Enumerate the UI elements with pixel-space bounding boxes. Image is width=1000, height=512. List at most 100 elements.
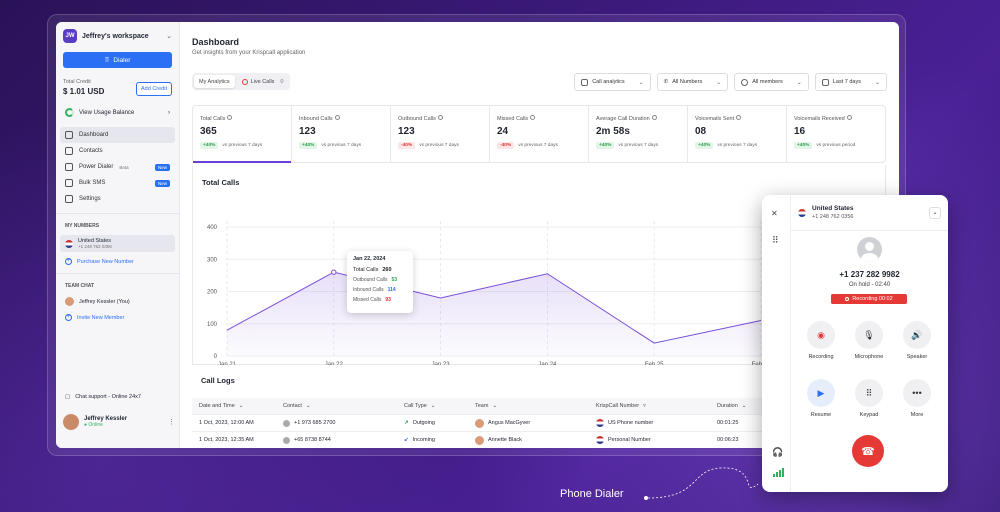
hang-up-button[interactable]: ☎ xyxy=(852,435,884,467)
sidebar-item-power-dialer[interactable]: Power Dialer Beta New xyxy=(60,159,175,175)
change-badge: -40% xyxy=(398,142,416,149)
header-label: KrispCall Number xyxy=(596,403,640,409)
control-label: More xyxy=(910,412,924,418)
keypad-control[interactable]: ⠿ Keypad xyxy=(848,379,890,418)
close-icon[interactable]: ✕ xyxy=(771,209,778,218)
stat-card[interactable]: Total Calls 365 +40% vs previous 7 days xyxy=(193,106,292,163)
filter-label: Last 7 days xyxy=(832,79,861,85)
date-range-select[interactable]: Last 7 days ⌄ xyxy=(814,73,887,91)
stat-value: 2m 58s xyxy=(596,126,630,137)
col-krispcall-number[interactable]: KrispCall Number ▿ xyxy=(589,403,710,409)
chat-support-link[interactable]: ▢ Chat support - Online 24x7 xyxy=(65,394,141,400)
info-icon xyxy=(227,115,233,120)
recording-control[interactable]: ◉ Recording xyxy=(800,321,842,360)
data-point xyxy=(331,269,337,275)
col-date[interactable]: Date and Time ⌄ xyxy=(192,403,276,409)
tooltip-total-label: Total Calls xyxy=(353,267,379,273)
comparison-note: vs previous 7 days xyxy=(618,143,659,148)
team-member-item[interactable]: Jeffrey Kessler (You) xyxy=(56,293,179,310)
stat-card[interactable]: Voicemails Sent 08 +40% vs previous 7 days xyxy=(688,106,787,162)
credit-value: $ 1.01 USD xyxy=(63,87,105,96)
add-credit-button[interactable]: Add Credit xyxy=(136,82,172,96)
chevron-down-icon: ⌄ xyxy=(305,403,311,409)
stat-comparison: +40% vs previous 7 days xyxy=(200,142,284,149)
app-window: JW Jeffrey's workspace ⌄ ⠿ Dialer Total … xyxy=(56,22,899,448)
chevron-down-icon: ⌄ xyxy=(492,403,498,409)
speaker-control[interactable]: 🔊 Speaker xyxy=(896,321,938,360)
number-item[interactable]: United States +1 248 762 0356 xyxy=(60,235,175,252)
sidebar-item-contacts[interactable]: Contacts xyxy=(60,143,175,159)
dialer-number-select[interactable]: United States +1 248 762 0356 ⌄ xyxy=(791,195,948,231)
stat-card[interactable]: Average Call Duration 2m 58s +40% vs previo… xyxy=(589,106,688,162)
members-select[interactable]: All members ⌄ xyxy=(734,73,809,91)
current-user[interactable]: Jeffrey Kessler ● Online ⋮ xyxy=(63,414,175,430)
comparison-note: vs previous 7 days xyxy=(518,143,558,148)
header-label: Contact xyxy=(283,403,302,409)
resume-control[interactable]: ▶ Resume xyxy=(800,379,842,418)
stat-label: Voicemails Sent xyxy=(695,115,779,122)
usage-balance-link[interactable]: View Usage Balance › xyxy=(56,100,179,125)
x-tick-label: Jan 24 xyxy=(538,362,557,365)
tab-my-analytics[interactable]: My Analytics xyxy=(194,75,235,88)
contact-number: +1 973 685 2700 xyxy=(294,420,336,426)
number-label: Personal Number xyxy=(608,437,651,443)
tooltip-missed-value: 93 xyxy=(385,297,391,303)
microphone-icon: 🎙 xyxy=(855,321,883,349)
stat-value: 123 xyxy=(299,126,316,137)
outgoing-call-icon: ↗ xyxy=(404,420,409,426)
sidebar-item-settings[interactable]: Settings xyxy=(60,191,175,207)
table-row[interactable]: 1 Oct, 2023, 12:35 AM +65 8738 8744 ↙ Inc… xyxy=(192,432,886,448)
stat-card[interactable]: Outbound Calls 123 -40% vs previous 7 days xyxy=(391,106,490,162)
user-status: ● Online xyxy=(84,422,103,428)
chevron-down-icon[interactable]: ⌄ xyxy=(929,206,941,219)
purchase-number-link[interactable]: + Purchase New Number xyxy=(56,254,179,269)
sidebar-item-dashboard[interactable]: Dashboard xyxy=(60,127,175,143)
col-duration[interactable]: Duration ⌄ xyxy=(710,403,780,409)
stat-value: 365 xyxy=(200,126,217,137)
keypad-grid-icon[interactable]: ⠿ xyxy=(772,235,779,245)
x-tick-label: Feb 25 xyxy=(645,362,664,365)
tab-live-calls[interactable]: Live Calls 0 xyxy=(237,75,289,88)
user-status-text: Online xyxy=(88,422,103,428)
table-row[interactable]: 1 Oct, 2023, 12:00 AM +1 973 685 2700 ↗ O… xyxy=(192,415,886,432)
headset-icon[interactable]: 🎧 xyxy=(772,447,784,457)
avatar xyxy=(63,414,79,430)
dialer-button[interactable]: ⠿ Dialer xyxy=(63,52,172,68)
control-label: Speaker xyxy=(906,354,928,360)
dashboard-icon xyxy=(65,131,73,139)
hang-up-icon: ☎ xyxy=(861,445,875,458)
more-icon[interactable]: ⋮ xyxy=(168,419,175,426)
chevron-down-icon: ⌄ xyxy=(166,33,172,40)
stat-label-text: Total Calls xyxy=(200,116,226,122)
change-badge: +40% xyxy=(794,142,813,149)
series-area xyxy=(227,272,761,356)
hold-status: On hold - 02:40 xyxy=(848,282,891,288)
stat-card[interactable]: Missed Calls 24 -40% vs previous 7 days xyxy=(490,106,589,162)
info-icon xyxy=(736,115,742,120)
avatar xyxy=(65,297,74,306)
main-content: Dashboard Get insights from your Krispca… xyxy=(180,22,899,448)
workspace-switcher[interactable]: JW Jeffrey's workspace ⌄ xyxy=(56,22,179,50)
cell-number: Personal Number xyxy=(589,436,710,444)
control-label: Recording xyxy=(808,354,834,360)
col-contact[interactable]: Contact ⌄ xyxy=(276,403,397,409)
sidebar-item-bulk-sms[interactable]: Bulk SMS New xyxy=(60,175,175,191)
cell-number: US Phone number xyxy=(589,419,710,427)
filter-label: All Numbers xyxy=(672,79,703,85)
col-call-type[interactable]: Call Type ⌄ xyxy=(397,403,468,409)
invite-member-link[interactable]: + Invite New Member xyxy=(56,310,179,325)
numbers-select[interactable]: ✆ All Numbers ⌄ xyxy=(656,73,729,91)
stat-comparison: -40% vs previous 7 days xyxy=(497,142,581,149)
more-control[interactable]: ••• More xyxy=(896,379,938,418)
sidebar-item-label: Contacts xyxy=(79,148,103,154)
stat-card[interactable]: Inbound Calls 123 +40% vs previous 7 days xyxy=(292,106,391,162)
stat-card[interactable]: Voicemails Received 16 +40% vs previous per… xyxy=(787,106,885,162)
signal-bar xyxy=(779,470,781,477)
col-team[interactable]: Team ⌄ xyxy=(468,403,589,409)
workspace-logo: JW xyxy=(63,29,77,43)
call-analytics-select[interactable]: Call analytics ⌄ xyxy=(574,73,651,91)
contacts-icon xyxy=(65,147,73,155)
stat-label-text: Missed Calls xyxy=(497,116,529,122)
microphone-control[interactable]: 🎙 Microphone xyxy=(848,321,890,360)
control-label: Keypad xyxy=(859,412,879,418)
